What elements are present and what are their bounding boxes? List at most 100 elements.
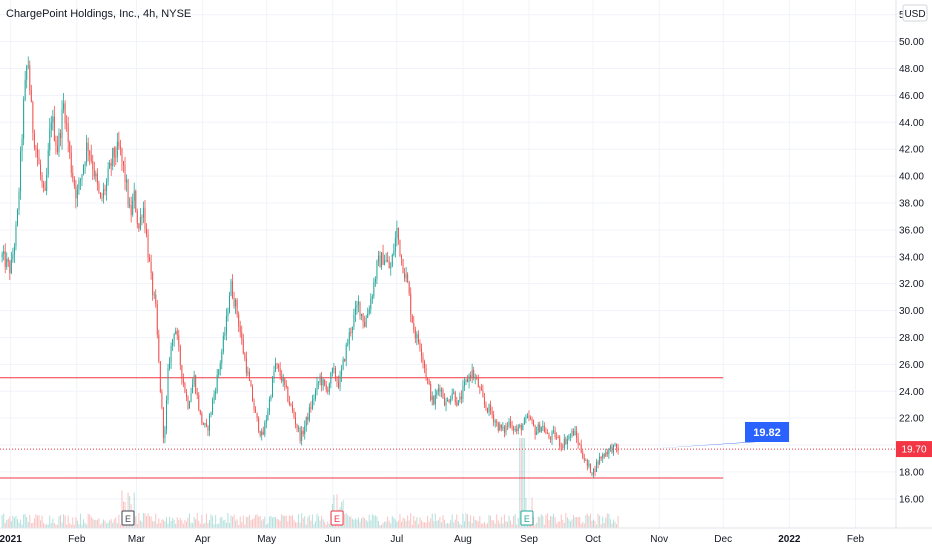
- volume-bar: [164, 521, 166, 528]
- candle-body: [112, 148, 114, 166]
- candle-body: [479, 387, 481, 388]
- volume-bar: [310, 520, 312, 528]
- volume-bar: [258, 516, 260, 528]
- volume-bar: [96, 519, 98, 528]
- volume-bar: [244, 524, 246, 528]
- volume-bar: [63, 514, 65, 528]
- candle-body: [324, 379, 326, 385]
- volume-bar: [167, 523, 169, 528]
- candle-body: [18, 191, 20, 210]
- candle-body: [32, 102, 34, 133]
- volume-bar: [402, 517, 404, 528]
- candle-body: [119, 146, 121, 149]
- candle-body: [482, 390, 484, 397]
- volume-bar: [562, 519, 564, 528]
- volume-bar: [149, 516, 151, 528]
- volume-bar: [72, 517, 74, 528]
- currency-badge[interactable]: USD: [902, 4, 928, 22]
- horizontal-lines[interactable]: [0, 377, 896, 479]
- y-tick-label: 28.00: [899, 333, 924, 344]
- volume-bar: [281, 514, 283, 528]
- candle-body: [376, 261, 378, 279]
- volume-bar: [15, 515, 17, 528]
- volume-bar: [451, 514, 453, 528]
- volume-bar: [204, 522, 206, 528]
- candle-body: [533, 420, 535, 426]
- candle-body: [328, 383, 330, 392]
- candle-body: [370, 298, 372, 310]
- volume-bar: [536, 522, 538, 528]
- price-callout[interactable]: 19.82: [650, 422, 789, 449]
- candle-body: [371, 296, 373, 299]
- volume-bar: [141, 521, 143, 528]
- earnings-marker[interactable]: E: [121, 510, 135, 526]
- candle-body: [417, 334, 419, 343]
- volume-bar: [296, 522, 298, 528]
- candle-body: [218, 369, 220, 375]
- earnings-marker-label: E: [524, 514, 530, 524]
- candle-body: [133, 191, 135, 201]
- candle-body: [460, 396, 462, 399]
- candle-body: [129, 205, 131, 206]
- volume-bar: [38, 515, 40, 528]
- volume-bar: [376, 516, 378, 528]
- volume-bar: [173, 520, 175, 528]
- volume-bar: [190, 522, 192, 528]
- volume-bar: [95, 519, 97, 528]
- candle-body: [454, 392, 456, 403]
- volume-bar: [109, 520, 111, 528]
- candle-body: [230, 281, 232, 296]
- candle-body: [493, 414, 495, 423]
- candle-body: [536, 431, 538, 435]
- volume-bar: [219, 517, 221, 528]
- time-axis[interactable]: 2021 Feb Mar Apr May Jun Jul Aug Sep Oct Nov Dec 202…: [0, 534, 865, 545]
- volume-bar: [599, 515, 601, 528]
- candle-body: [534, 425, 536, 435]
- candle-body: [70, 152, 72, 173]
- volume-bar: [404, 518, 406, 528]
- candle-body: [242, 339, 244, 354]
- volume-bar: [238, 524, 240, 528]
- candle-body: [285, 384, 287, 387]
- candle-body: [261, 431, 263, 436]
- volume-bar: [411, 524, 413, 528]
- candle-body: [551, 431, 553, 440]
- volume-bar: [308, 515, 310, 528]
- volume-bar: [253, 518, 255, 528]
- candle-body: [439, 388, 441, 392]
- volume-bar: [26, 516, 28, 528]
- volume-bar: [50, 523, 52, 528]
- candle-body: [585, 460, 587, 461]
- candle-body: [60, 132, 62, 138]
- candle-body: [219, 363, 221, 370]
- candle-body: [321, 376, 323, 386]
- candle-body: [127, 179, 129, 206]
- volume-bar: [221, 516, 223, 528]
- volume-bar: [33, 518, 35, 528]
- earnings-marker[interactable]: E: [520, 510, 534, 526]
- earnings-marker[interactable]: E: [330, 510, 344, 526]
- candle-body: [364, 322, 366, 327]
- candle-body: [276, 363, 278, 365]
- volume-bar: [207, 522, 209, 528]
- candle-body: [500, 424, 502, 429]
- volume-bar: [533, 516, 535, 528]
- y-tick-label: 50.00: [899, 37, 924, 48]
- volume-bar: [479, 516, 481, 528]
- volume-bar: [32, 522, 34, 528]
- volume-bar: [534, 524, 536, 528]
- candle-body: [13, 246, 15, 255]
- candle-body: [273, 371, 275, 378]
- candle-body: [566, 438, 568, 445]
- candle-body: [505, 425, 507, 433]
- volume-bar: [293, 519, 295, 528]
- candle-body: [462, 385, 464, 399]
- volume-bar: [304, 516, 306, 528]
- volume-bar: [196, 513, 198, 528]
- volume-bar: [499, 523, 501, 528]
- volume-bar: [18, 522, 20, 528]
- volume-bar: [172, 517, 174, 528]
- volume-bar: [278, 519, 280, 528]
